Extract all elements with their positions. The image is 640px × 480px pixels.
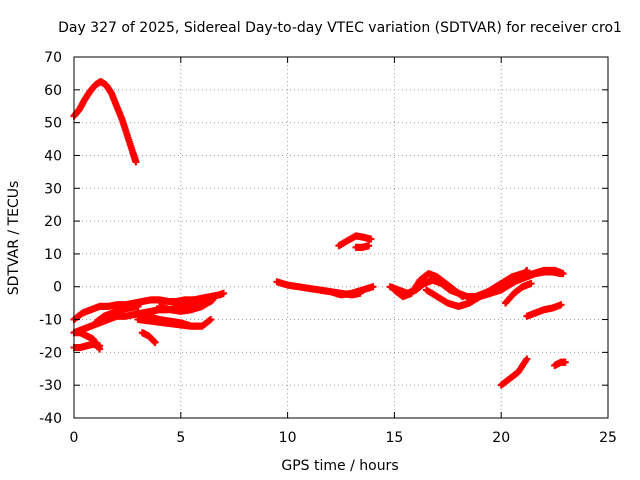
x-tick-label: 25 <box>599 430 617 446</box>
y-tick-label: 50 <box>44 116 62 132</box>
y-tick-label: 40 <box>44 148 62 164</box>
axis-ticks: 0 5 10 15 20 25 -40 -30 -20 -10 0 10 20 30 40 50 60 70 <box>39 50 617 446</box>
data-point <box>559 270 567 278</box>
series-arc-6 <box>91 302 142 327</box>
y-tick-label: -40 <box>39 411 62 427</box>
y-tick-label: 10 <box>44 247 62 263</box>
data-point <box>369 283 377 291</box>
data-point <box>209 296 217 304</box>
x-tick-label: 0 <box>70 430 79 446</box>
x-tick-label: 15 <box>385 430 403 446</box>
x-tick-label: 5 <box>176 430 185 446</box>
data-point <box>523 355 531 363</box>
series-arc-22 <box>497 355 531 389</box>
data-point <box>151 339 159 347</box>
series-arc-12 <box>316 286 364 299</box>
data-point <box>557 301 565 309</box>
plot-frame <box>73 56 609 419</box>
series-arc-21 <box>523 301 565 320</box>
x-tick-label: 10 <box>279 430 297 446</box>
y-axis-label: SDTVAR / TECUs <box>6 181 22 296</box>
data-point <box>207 316 215 324</box>
y-tick-label: 20 <box>44 214 62 230</box>
data-point <box>96 342 104 350</box>
series-arc-16 <box>390 270 467 301</box>
y-tick-label: 70 <box>44 50 62 66</box>
data-point <box>561 358 569 366</box>
data-point <box>134 302 142 310</box>
series-arc-13 <box>335 232 375 250</box>
series-arc-19 <box>487 266 567 297</box>
y-tick-label: -20 <box>39 345 62 361</box>
series-arc-10 <box>155 296 217 315</box>
series-arc-9 <box>134 316 215 330</box>
y-tick-label: -10 <box>39 313 62 329</box>
data-point <box>220 289 228 297</box>
y-tick-label: 0 <box>53 280 62 296</box>
data-point <box>365 242 373 250</box>
series-arc-23 <box>551 358 569 369</box>
series-arc-7 <box>138 329 159 347</box>
y-tick-label: 30 <box>44 181 62 197</box>
chart-title: Day 327 of 2025, Sidereal Day-to-day VTE… <box>58 20 622 36</box>
x-axis-label: GPS time / hours <box>281 458 398 474</box>
x-tick-label: 20 <box>492 430 510 446</box>
series-arc-1 <box>70 78 140 166</box>
grid <box>74 57 608 418</box>
data-markers <box>70 78 569 389</box>
data-point <box>459 293 467 301</box>
y-tick-label: 60 <box>44 83 62 99</box>
data-point <box>132 158 140 166</box>
data-point <box>367 235 375 243</box>
data-point <box>527 279 535 287</box>
series-arc-14 <box>352 242 373 251</box>
y-tick-label: -30 <box>39 378 62 394</box>
series-arc-20 <box>501 279 535 307</box>
data-point <box>356 289 364 297</box>
